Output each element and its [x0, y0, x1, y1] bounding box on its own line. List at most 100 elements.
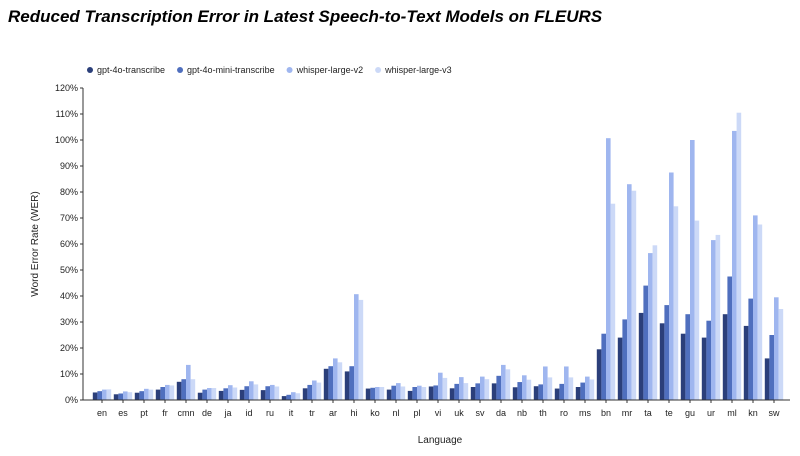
bar-whisper-large-v3-ml: [736, 112, 742, 400]
x-tick-label: mr: [622, 408, 633, 418]
bar-gpt-4o-transcribe-id: [239, 389, 245, 400]
x-tick-label: gu: [685, 408, 695, 418]
bar-whisper-large-v2-ja: [228, 385, 233, 400]
bar-whisper-large-v3-kn: [757, 224, 763, 400]
bar-whisper-large-v2-ur: [711, 240, 716, 400]
bar-gpt-4o-transcribe-sw: [764, 358, 770, 400]
bar-gpt-4o-transcribe-vi: [428, 386, 434, 400]
bar-whisper-large-v2-cmn: [186, 364, 191, 400]
bar-gpt-4o-transcribe-fr: [155, 389, 161, 400]
bar-whisper-large-v3-ja: [232, 387, 238, 400]
bar-whisper-large-v3-gu: [694, 220, 700, 400]
bar-whisper-large-v2-sw: [774, 297, 779, 400]
bar-gpt-4o-transcribe-mr: [617, 337, 623, 400]
bar-whisper-large-v2-ru: [270, 384, 275, 400]
bar-gpt-4o-transcribe-ru: [260, 390, 266, 400]
bar-gpt-4o-transcribe-ro: [554, 388, 560, 400]
bar-gpt-4o-mini-transcribe-nl: [391, 385, 396, 400]
bar-gpt-4o-mini-transcribe-te: [664, 305, 669, 400]
bar-whisper-large-v3-ta: [652, 245, 658, 400]
y-tick-label: 90%: [60, 161, 78, 171]
bar-gpt-4o-mini-transcribe-pl: [412, 387, 417, 400]
x-tick-label: es: [118, 408, 128, 418]
x-tick-label: it: [289, 408, 294, 418]
bar-gpt-4o-mini-transcribe-ml: [727, 276, 732, 400]
bar-whisper-large-v2-it: [291, 392, 296, 400]
bar-whisper-large-v2-pl: [417, 385, 422, 400]
y-tick-label: 50%: [60, 265, 78, 275]
x-axis-label: Language: [418, 435, 463, 446]
bar-whisper-large-v3-vi: [442, 377, 448, 400]
bar-gpt-4o-transcribe-it: [281, 396, 287, 400]
x-tick-label: pt: [140, 408, 148, 418]
bar-whisper-large-v2-te: [669, 172, 674, 400]
bar-gpt-4o-transcribe-ko: [365, 388, 371, 400]
bar-whisper-large-v3-cmn: [190, 379, 196, 400]
bar-whisper-large-v2-da: [501, 364, 506, 400]
bar-gpt-4o-transcribe-gu: [680, 333, 686, 400]
bar-gpt-4o-transcribe-tr: [302, 388, 308, 400]
bar-gpt-4o-mini-transcribe-pt: [139, 391, 144, 400]
x-tick-label: nl: [392, 408, 399, 418]
bar-whisper-large-v2-th: [543, 366, 548, 400]
bar-whisper-large-v2-ar: [333, 358, 338, 400]
x-tick-label: uk: [454, 408, 464, 418]
bar-whisper-large-v3-en: [106, 389, 112, 400]
bar-whisper-large-v3-pl: [421, 387, 427, 400]
x-tick-label: en: [97, 408, 107, 418]
y-tick-label: 30%: [60, 317, 78, 327]
bar-whisper-large-v3-sv: [484, 379, 490, 400]
bar-whisper-large-v3-tr: [316, 382, 322, 400]
x-tick-label: ml: [727, 408, 737, 418]
y-tick-label: 110%: [56, 109, 78, 119]
bar-gpt-4o-mini-transcribe-id: [244, 386, 249, 400]
bar-whisper-large-v3-nb: [526, 379, 532, 400]
bar-gpt-4o-transcribe-bn: [596, 349, 602, 400]
x-tick-label: de: [202, 408, 212, 418]
bar-whisper-large-v3-ur: [715, 234, 721, 400]
bar-gpt-4o-mini-transcribe-ja: [223, 388, 228, 400]
x-tick-label: nb: [517, 408, 527, 418]
legend-marker: [375, 67, 382, 73]
x-tick-label: ro: [560, 408, 568, 418]
y-tick-label: 80%: [60, 187, 78, 197]
x-tick-label: kn: [748, 408, 758, 418]
bar-gpt-4o-mini-transcribe-ko: [370, 387, 375, 400]
bar-whisper-large-v3-nl: [400, 386, 406, 400]
bar-gpt-4o-transcribe-sv: [470, 387, 476, 400]
bar-gpt-4o-transcribe-hi: [344, 371, 350, 400]
bar-gpt-4o-transcribe-te: [659, 323, 665, 400]
x-tick-label: ko: [370, 408, 380, 418]
x-tick-label: cmn: [177, 408, 194, 418]
bar-whisper-large-v2-fr: [165, 384, 170, 400]
bar-gpt-4o-mini-transcribe-ta: [643, 285, 648, 400]
bar-whisper-large-v3-te: [673, 206, 679, 400]
bar-whisper-large-v2-ro: [564, 366, 569, 400]
bar-whisper-large-v3-it: [295, 393, 301, 400]
y-axis-label: Word Error Rate (WER): [30, 191, 41, 296]
x-tick-label: ta: [644, 408, 652, 418]
bar-gpt-4o-transcribe-nl: [386, 389, 392, 400]
bar-gpt-4o-mini-transcribe-it: [286, 394, 291, 400]
x-tick-label: th: [539, 408, 547, 418]
bar-gpt-4o-transcribe-uk: [449, 388, 455, 400]
bar-whisper-large-v3-ro: [568, 377, 574, 400]
bar-whisper-large-v2-kn: [753, 215, 758, 400]
bar-gpt-4o-mini-transcribe-vi: [433, 385, 438, 400]
bar-whisper-large-v3-hi: [358, 299, 364, 400]
legend-label: gpt-4o-mini-transcribe: [187, 65, 275, 75]
bar-gpt-4o-mini-transcribe-ms: [580, 382, 585, 400]
bar-whisper-large-v3-ar: [337, 362, 343, 400]
legend-label: whisper-large-v3: [384, 65, 452, 75]
bar-gpt-4o-transcribe-ta: [638, 312, 644, 400]
bar-whisper-large-v2-vi: [438, 372, 443, 400]
x-tick-label: hi: [350, 408, 357, 418]
bar-whisper-large-v2-hi: [354, 294, 359, 400]
bars: [92, 112, 784, 400]
bar-gpt-4o-mini-transcribe-sw: [769, 335, 774, 400]
bar-whisper-large-v2-uk: [459, 377, 464, 400]
bar-gpt-4o-mini-transcribe-en: [97, 391, 102, 400]
x-axis: en es pt fr cmn de ja id ru it tr ar hi ko nl pl vi uk sv d…: [83, 399, 790, 418]
bar-gpt-4o-mini-transcribe-nb: [517, 382, 522, 400]
x-tick-label: ur: [707, 408, 715, 418]
